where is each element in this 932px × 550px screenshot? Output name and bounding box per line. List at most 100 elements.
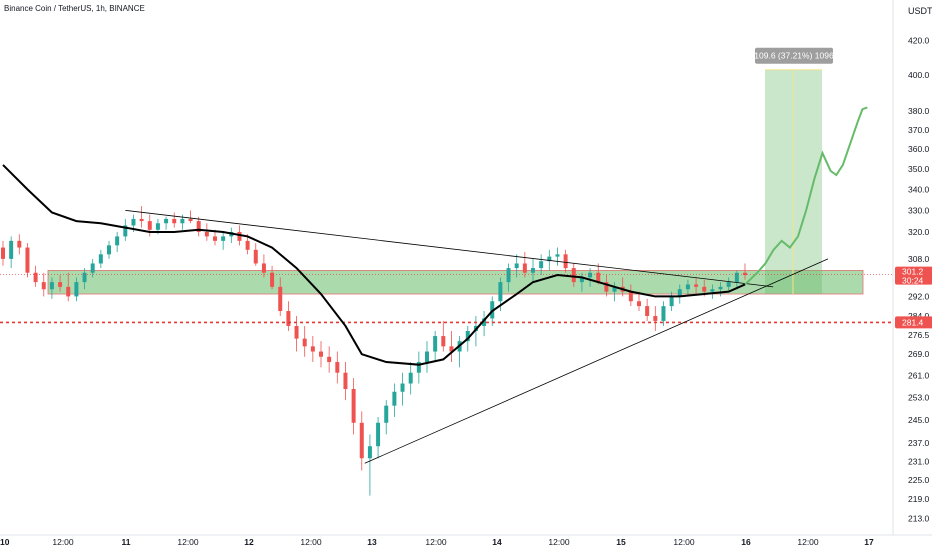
y-tick-label: 320.0 [908,227,930,237]
candle [286,311,291,326]
candle [425,351,429,363]
candle [563,254,568,269]
candle [66,286,71,297]
candle [131,218,136,226]
chart-title: Binance Coin / TetherUS, 1h, BINANCE [4,4,145,13]
y-tick-label: 261.0 [908,370,930,380]
x-tick-label: 15 [616,537,626,547]
candle [588,272,593,278]
candle [41,282,46,290]
x-tick-label: 12:00 [300,537,322,547]
candle [155,223,160,230]
candle [58,282,63,287]
candle [645,306,650,316]
candle [384,405,389,423]
candle [596,272,601,283]
candle [734,272,739,283]
y-tick-label: 276.5 [908,330,930,340]
candle [498,282,503,302]
candle [367,446,372,459]
y-tick-label: 284.0 [908,311,930,321]
candle [245,240,250,250]
x-tick-label: 12:00 [797,537,819,547]
candle [33,272,38,283]
target-label-bg [755,47,833,64]
y-tick-label: 253.0 [908,392,930,402]
candle [653,315,658,321]
candle [343,372,348,389]
candle [359,422,364,459]
y-tick-label: 330.0 [908,205,930,215]
candle [612,286,617,292]
candle [710,289,715,292]
candle [107,245,111,255]
candle [628,291,633,302]
candle [694,284,699,287]
candle [74,282,79,297]
y-tick-label: 219.0 [908,494,930,504]
candle [270,272,275,287]
candle [115,236,120,246]
candle [482,318,487,326]
candle [743,272,747,276]
candle [637,301,641,307]
candle [441,336,446,347]
candle [188,218,193,222]
x-tick-label: 12:00 [177,537,199,547]
y-tick-label: 370.0 [908,125,930,135]
upper-trend-line [125,209,774,288]
candle [571,268,576,283]
x-tick-label: 13 [367,537,377,547]
x-tick-label: 12:00 [52,537,74,547]
candle [685,284,690,290]
candle [319,351,323,357]
y-tick-label: 245.0 [908,415,930,425]
candle [718,286,723,290]
candle [433,336,438,352]
candle [449,346,454,352]
candle [327,356,332,363]
candle [335,362,340,373]
candle [9,240,14,259]
y-tick-label: 292.0 [908,291,930,301]
y-tick-label: 360.0 [908,144,930,154]
y-tick-label: 420.0 [908,36,930,46]
candle [408,372,413,384]
currency-label: USDT [908,6,932,16]
candle [253,249,258,264]
candle [294,325,299,339]
candle [49,282,54,290]
x-tick-label: 11 [122,537,131,547]
y-tick-label: 380.0 [908,106,930,116]
candle [579,277,584,283]
y-tick-label: 231.0 [908,456,930,466]
candle [531,268,535,273]
x-tick-label: 12:00 [548,537,570,547]
y-tick-label: 350.0 [908,164,930,174]
candle [539,261,544,269]
candle [204,231,209,237]
candle [400,383,405,392]
candle [25,247,30,273]
candle [82,272,87,283]
red-level-label: 281.4 [902,317,924,327]
line-layer [0,106,893,464]
last-price-label-bg [895,266,932,285]
x-tick-label: 12:00 [425,537,447,547]
candle [278,286,283,312]
candle [677,289,682,297]
target-label: 109.6 (37.21%) 1096 [754,51,834,61]
candle [392,391,397,406]
moving-average-line [2,164,746,366]
candle [164,218,169,224]
candle [702,286,707,292]
candle [555,254,560,257]
y-tick-label: 400.0 [908,70,930,80]
candle [351,388,356,423]
candle [726,282,731,287]
lower-trend-line [364,258,829,464]
candle [98,254,103,264]
candle [261,263,266,273]
